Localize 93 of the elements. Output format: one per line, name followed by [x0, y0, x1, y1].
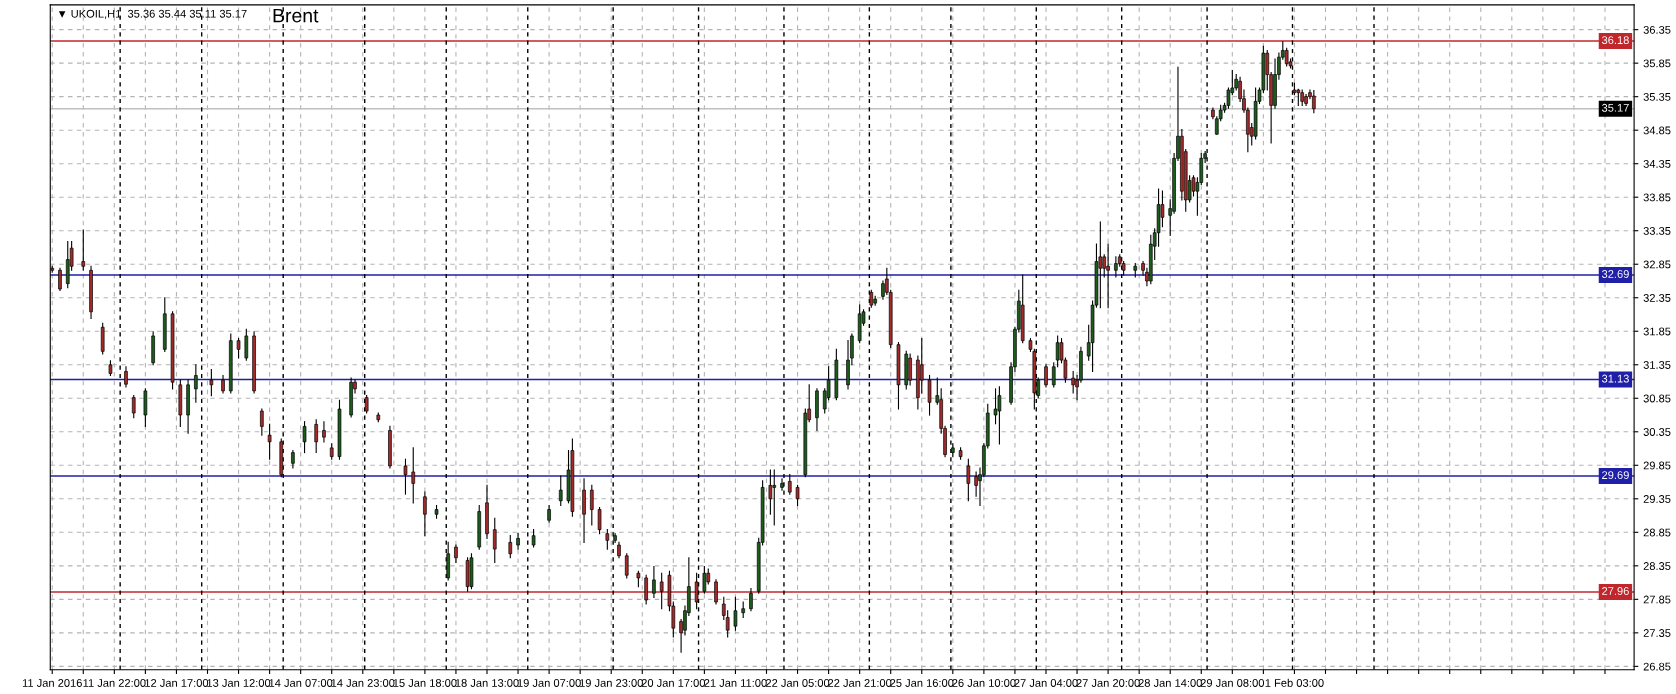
y-tick-label: 27.35 — [1643, 629, 1671, 637]
candlestick — [1312, 90, 1316, 114]
candlestick — [714, 579, 718, 605]
x-tick-label: 29 Jan 08:00 — [1200, 679, 1265, 687]
candlestick — [590, 484, 594, 526]
candlestick — [244, 328, 249, 361]
annotation: Brent — [273, 8, 319, 23]
x-tick-label: 28 Jan 14:00 — [1138, 679, 1202, 687]
candlestick — [322, 421, 326, 443]
y-tick-label: 32.85 — [1643, 260, 1671, 269]
x-tick-label: 11 Jan 22:00 — [83, 679, 146, 687]
x-tick-label: 12 Jan 17:00 — [145, 679, 209, 687]
y-tick-label: 29.35 — [1643, 495, 1671, 503]
ref-line-label: 36.18 — [1601, 36, 1629, 45]
candlestick — [749, 588, 753, 612]
candlestick — [492, 517, 497, 564]
y-tick-label: 28.85 — [1643, 528, 1671, 537]
x-tick-label: 27 Jan 04:00 — [1014, 679, 1078, 687]
ref-line-label: 27.96 — [1602, 587, 1629, 595]
candlestick — [733, 596, 738, 631]
candlestick — [260, 408, 264, 436]
y-tick-label: 28.35 — [1643, 562, 1671, 570]
candlestick — [927, 374, 932, 416]
candlestick — [58, 267, 62, 291]
x-tick-label: 22 Jan 21:00 — [828, 679, 892, 687]
x-tick-label: 19 Jan 23:00 — [579, 679, 643, 687]
candlestick — [236, 338, 241, 359]
y-tick-label: 36.35 — [1643, 25, 1671, 34]
x-tick-label: 19 Jan 07:00 — [517, 679, 581, 687]
y-tick-label: 30.85 — [1643, 394, 1671, 403]
x-tick-label: 25 Jan 16:00 — [890, 679, 954, 687]
y-tick-label: 31.85 — [1643, 327, 1671, 336]
candlestick — [1106, 243, 1110, 309]
candlestick — [267, 423, 272, 460]
candlestick — [997, 386, 1002, 445]
y-tick-label: 27.85 — [1643, 595, 1671, 604]
candlestick — [302, 421, 307, 454]
candlestick — [558, 475, 563, 507]
candlestick — [795, 484, 800, 507]
x-tick-label: 14 Jan 23:00 — [331, 679, 395, 687]
y-tick-label: 31.35 — [1643, 361, 1671, 369]
candlestick — [1114, 256, 1118, 278]
candlestick — [81, 229, 86, 271]
x-tick-label: 21 Jan 11:00 — [704, 679, 767, 687]
ref-line-label: 35.17 — [1601, 103, 1629, 112]
candlestick — [423, 491, 427, 537]
y-tick-label: 33.85 — [1643, 193, 1671, 202]
candlestick — [209, 368, 214, 397]
candlestick — [403, 458, 408, 495]
candlestick — [772, 469, 777, 526]
x-tick-label: 26 Jan 10:00 — [952, 679, 1016, 687]
candlestick — [908, 353, 912, 386]
candlestick — [411, 447, 416, 504]
candlestick — [624, 553, 629, 579]
y-tick-label: 34.35 — [1643, 159, 1671, 168]
candlestick — [1044, 364, 1048, 388]
x-tick-label: 13 Jan 12:00 — [207, 679, 271, 687]
candlestick — [644, 574, 648, 605]
y-tick-label: 32.35 — [1643, 294, 1671, 302]
candlestick — [1098, 221, 1103, 309]
candlestick — [131, 395, 136, 419]
candlestick — [768, 469, 773, 515]
x-tick-label: 14 Jan 07:00 — [269, 679, 333, 687]
chart-title: ▼ UKOIL,H1 35.36 35.44 35.11 35.17 — [58, 9, 247, 19]
y-tick-label: 29.85 — [1643, 461, 1671, 470]
x-tick-label: 27 Jan 20:00 — [1076, 679, 1140, 687]
candlestick — [659, 572, 664, 610]
candlestick — [314, 419, 318, 454]
ref-line-label: 31.13 — [1601, 374, 1629, 383]
candlestick — [966, 458, 971, 502]
candlestick — [787, 474, 792, 495]
candlestick — [508, 535, 513, 559]
y-tick-label: 30.35 — [1643, 428, 1671, 436]
y-tick-label: 33.35 — [1643, 226, 1671, 235]
ref-line-label: 32.69 — [1601, 270, 1629, 278]
candlestick — [605, 529, 610, 550]
candlestick — [194, 364, 198, 403]
x-tick-label: 1 Feb 03:00 — [1265, 678, 1324, 687]
candlestick — [919, 338, 924, 394]
candlestick — [516, 533, 520, 550]
x-tick-label: 11 Jan 2016 — [22, 679, 82, 687]
y-tick-label: 26.85 — [1643, 662, 1671, 671]
y-tick-label: 35.35 — [1643, 92, 1671, 101]
candlestick — [597, 506, 602, 535]
candlestick — [652, 565, 656, 598]
y-tick-label: 34.85 — [1643, 126, 1671, 135]
candlestick — [124, 366, 128, 388]
y-tick-label: 35.85 — [1643, 59, 1671, 68]
x-tick-label: 15 Jan 18:00 — [393, 679, 457, 687]
ref-line-label: 29.69 — [1602, 471, 1629, 479]
x-tick-label: 22 Jan 05:00 — [765, 679, 830, 687]
x-tick-label: 18 Jan 13:00 — [455, 679, 519, 687]
x-tick-label: 20 Jan 17:00 — [641, 679, 706, 687]
